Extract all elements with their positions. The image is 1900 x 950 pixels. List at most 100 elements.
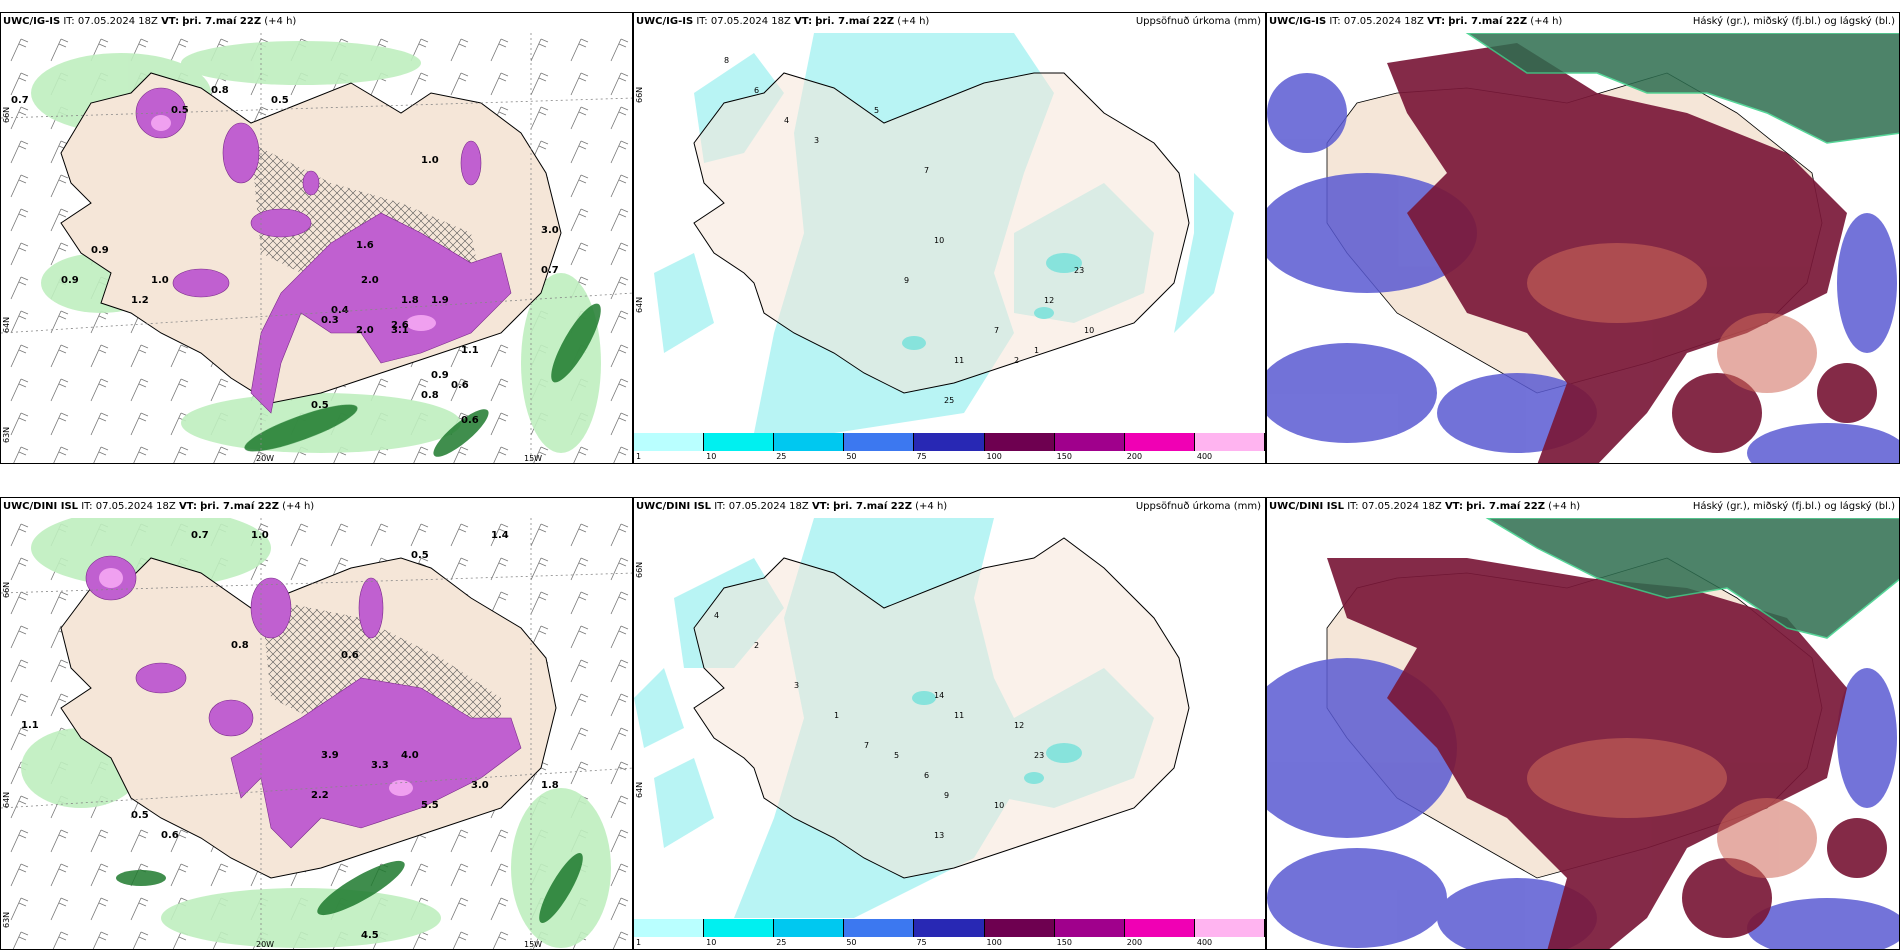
value-label: 2 — [754, 641, 759, 650]
colorbar-label: 200 — [1127, 938, 1142, 947]
colorbar-segment — [914, 433, 984, 451]
value-label: 11 — [954, 356, 964, 365]
vt-value: þri. 7.maí 22Z — [200, 501, 279, 512]
panel-top-right: UWC/IG-IS IT: 07.05.2024 18Z VT: þri. 7.… — [1266, 12, 1900, 464]
panel-right-title: Uppsöfnuð úrkoma (mm) — [1136, 16, 1261, 27]
value-label: 2 — [1014, 356, 1019, 365]
colorbar-label: 100 — [987, 452, 1002, 461]
it-label: IT: — [63, 16, 74, 27]
panel-top-left: UWC/IG-IS IT: 07.05.2024 18Z VT: þri. 7.… — [0, 12, 633, 464]
model-name: UWC/DINI ISL — [3, 501, 78, 512]
panel-header: UWC/IG-IS IT: 07.05.2024 18Z VT: þri. 7.… — [3, 16, 296, 27]
colorbar-segment — [1125, 919, 1195, 937]
value-label: 3.0 — [541, 225, 559, 236]
vt-label: VT: — [1427, 16, 1445, 27]
vt-label: VT: — [1445, 501, 1463, 512]
value-label: 10 — [1084, 326, 1094, 335]
value-label: 0.9 — [61, 275, 79, 286]
lat-label: 64N — [2, 317, 11, 333]
value-label: 0.9 — [431, 370, 449, 381]
value-label: 9 — [904, 276, 909, 285]
it-label: IT: — [1347, 501, 1358, 512]
value-label: 0.7 — [11, 95, 29, 106]
vt-value: þri. 7.maí 22Z — [833, 501, 912, 512]
value-label: 2.0 — [361, 275, 379, 286]
value-label: 7 — [994, 326, 999, 335]
value-label: 6 — [924, 771, 929, 780]
colorbar-segment — [1195, 433, 1265, 451]
value-label: 0.7 — [191, 530, 209, 541]
value-label: 5.5 — [421, 800, 439, 811]
model-name: UWC/IG-IS — [1269, 16, 1326, 27]
value-label: 0.8 — [211, 85, 229, 96]
value-label: 4 — [714, 611, 719, 620]
model-name: UWC/DINI ISL — [636, 501, 711, 512]
value-label: 10 — [934, 236, 944, 245]
lon-label: 20W — [256, 940, 274, 949]
value-label: 8 — [724, 56, 729, 65]
colorbar-segment — [634, 919, 704, 937]
value-label: 1.1 — [21, 720, 39, 731]
value-label: 1.8 — [401, 295, 419, 306]
colorbar: 1 10 25 50 75 100 150 200 400 — [634, 919, 1265, 947]
it-value: 07.05.2024 18Z — [1362, 501, 1442, 512]
vt-value: þri. 7.maí 22Z — [182, 16, 261, 27]
accum-precip-map: 8 6 4 3 5 7 10 9 12 23 11 2 1 10 7 25 66N 64N — [634, 33, 1266, 433]
colorbar-segment — [844, 919, 914, 937]
colorbar-segment — [985, 433, 1055, 451]
value-label: 9 — [944, 791, 949, 800]
colorbar-label: 25 — [776, 452, 786, 461]
colorbar-segment — [774, 433, 844, 451]
model-name: UWC/DINI ISL — [1269, 501, 1344, 512]
value-label: 0.7 — [541, 265, 559, 276]
value-label: 0.5 — [131, 810, 149, 821]
value-label: 3.0 — [471, 780, 489, 791]
panel-right-title: Háský (gr.), miðský (fj.bl.) og lágský (… — [1693, 16, 1895, 27]
value-label: 6 — [754, 86, 759, 95]
it-label: IT: — [81, 501, 92, 512]
value-label: 25 — [944, 396, 954, 405]
lat-label: 66N — [2, 107, 11, 123]
lead-time: (+4 h) — [264, 16, 296, 27]
colorbar-segment — [1055, 919, 1125, 937]
lon-label: 15W — [524, 940, 542, 949]
colorbar-segment — [985, 919, 1055, 937]
precip-wind-map: 0.7 0.8 0.5 0.9 0.5 1.0 1.6 2.0 1.8 2.6 1.9 3.1 2.0 0… — [1, 33, 633, 463]
lat-label: 66N — [635, 562, 644, 578]
colorbar-label: 100 — [987, 938, 1002, 947]
colorbar-label: 150 — [1057, 938, 1072, 947]
value-label: 2.0 — [356, 325, 374, 336]
value-label: 3 — [814, 136, 819, 145]
value-label: 1.9 — [431, 295, 449, 306]
panel-bottom-mid: UWC/DINI ISL IT: 07.05.2024 18Z VT: þri.… — [633, 497, 1266, 950]
iceland-land — [694, 538, 1189, 878]
panel-bottom-left: UWC/DINI ISL IT: 07.05.2024 18Z VT: þri.… — [0, 497, 633, 950]
panel-bottom-right: UWC/DINI ISL IT: 07.05.2024 18Z VT: þri.… — [1266, 497, 1900, 950]
colorbar: 1 10 25 50 75 100 150 200 400 — [634, 433, 1265, 461]
model-name: UWC/IG-IS — [636, 16, 693, 27]
value-label: 1.0 — [251, 530, 269, 541]
vt-value: þri. 7.maí 22Z — [815, 16, 894, 27]
lat-label: 64N — [2, 792, 11, 808]
value-label: 23 — [1074, 266, 1084, 275]
vt-value: þri. 7.maí 22Z — [1466, 501, 1545, 512]
colorbar-label: 10 — [706, 452, 716, 461]
value-label: 3 — [794, 681, 799, 690]
value-label: 1.0 — [421, 155, 439, 166]
colorbar-segment — [1195, 919, 1265, 937]
colorbar-label: 200 — [1127, 452, 1142, 461]
value-label: 1.8 — [541, 780, 559, 791]
value-label: 0.5 — [311, 400, 329, 411]
cloud-cover-map — [1267, 33, 1900, 464]
value-label: 7 — [864, 741, 869, 750]
vt-label: VT: — [812, 501, 830, 512]
panel-header: UWC/DINI ISL IT: 07.05.2024 18Z VT: þri.… — [1269, 501, 1580, 512]
colorbar-segment — [844, 433, 914, 451]
value-label: 1.4 — [491, 530, 509, 541]
it-label: IT: — [1329, 16, 1340, 27]
value-label: 4.5 — [361, 930, 379, 941]
value-label: 0.6 — [451, 380, 469, 391]
value-label: 1 — [1034, 346, 1039, 355]
lat-label: 63N — [2, 912, 11, 928]
value-label: 1.6 — [356, 240, 374, 251]
